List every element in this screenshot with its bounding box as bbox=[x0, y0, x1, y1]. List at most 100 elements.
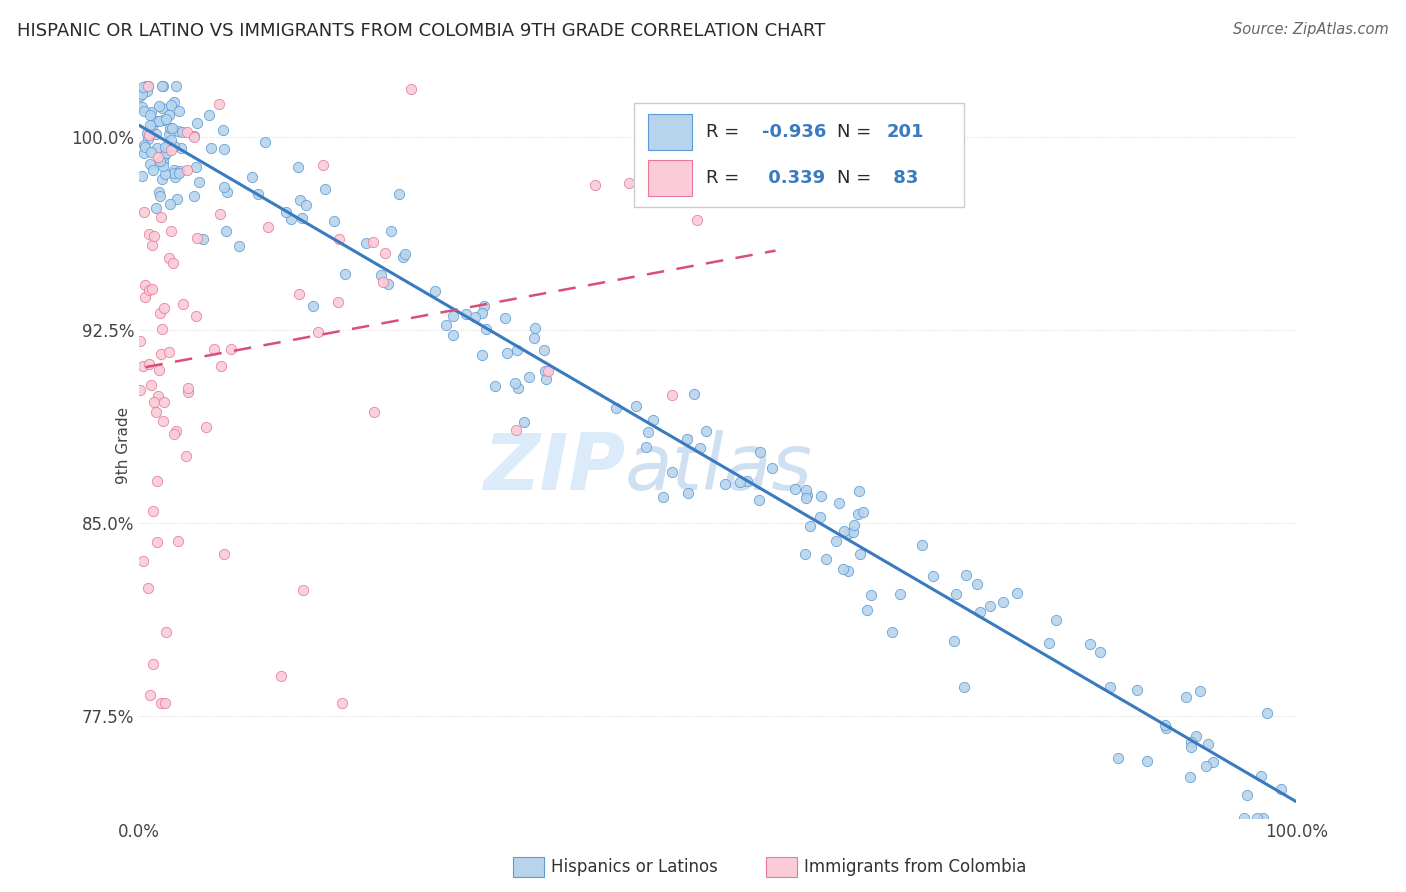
Point bbox=[889, 587, 911, 601]
Point bbox=[848, 484, 870, 499]
Point bbox=[1270, 782, 1292, 797]
Point bbox=[200, 141, 222, 155]
Point bbox=[153, 696, 176, 710]
Point bbox=[322, 214, 344, 228]
Point bbox=[254, 135, 277, 149]
FancyBboxPatch shape bbox=[634, 103, 965, 207]
Point bbox=[183, 130, 205, 145]
Point bbox=[748, 445, 770, 459]
Point bbox=[170, 141, 193, 155]
Point bbox=[149, 696, 172, 710]
Point bbox=[945, 587, 967, 601]
Point bbox=[150, 321, 173, 335]
Point bbox=[212, 123, 235, 137]
Point bbox=[149, 189, 172, 203]
Point bbox=[177, 381, 200, 395]
Point bbox=[134, 277, 156, 292]
Point bbox=[193, 232, 215, 246]
Point bbox=[302, 299, 325, 313]
Point bbox=[136, 78, 159, 93]
Point bbox=[846, 507, 869, 521]
Point bbox=[174, 449, 197, 463]
Point bbox=[464, 310, 486, 325]
Point bbox=[652, 491, 675, 505]
Point bbox=[643, 413, 665, 427]
Point bbox=[506, 343, 529, 358]
Point bbox=[373, 276, 395, 290]
Point bbox=[136, 132, 159, 146]
Point bbox=[328, 232, 350, 246]
Point bbox=[796, 487, 818, 501]
Point bbox=[142, 228, 165, 243]
Point bbox=[209, 207, 232, 221]
Point bbox=[132, 553, 155, 567]
Point bbox=[922, 569, 945, 583]
Point bbox=[425, 284, 447, 298]
Point bbox=[163, 166, 186, 180]
Point bbox=[966, 577, 988, 591]
Point bbox=[186, 116, 208, 130]
Point bbox=[484, 378, 506, 392]
Point bbox=[136, 84, 159, 98]
Point bbox=[524, 320, 547, 334]
Text: R =: R = bbox=[706, 169, 745, 187]
Point bbox=[136, 126, 159, 140]
Point bbox=[176, 125, 198, 139]
Point bbox=[799, 519, 821, 533]
Point bbox=[274, 205, 297, 219]
Point bbox=[198, 108, 221, 122]
Point bbox=[135, 78, 157, 93]
Point bbox=[134, 103, 156, 118]
Point bbox=[1202, 756, 1225, 770]
Point bbox=[856, 603, 879, 617]
Point bbox=[1233, 811, 1256, 825]
Point bbox=[969, 606, 991, 620]
Point bbox=[136, 582, 159, 596]
Point bbox=[138, 357, 160, 371]
Point bbox=[146, 474, 169, 488]
Point bbox=[287, 160, 309, 174]
Point bbox=[270, 669, 292, 683]
Point bbox=[370, 268, 392, 283]
Point bbox=[148, 99, 170, 113]
Point bbox=[689, 442, 711, 456]
Point bbox=[683, 387, 706, 401]
Point bbox=[150, 171, 173, 186]
Point bbox=[153, 140, 176, 154]
Point bbox=[131, 100, 153, 114]
Point bbox=[187, 175, 209, 189]
Point bbox=[1180, 740, 1202, 755]
Point bbox=[145, 535, 167, 549]
Point bbox=[814, 552, 837, 566]
Point bbox=[810, 489, 832, 503]
Point bbox=[145, 405, 167, 419]
Point bbox=[149, 154, 172, 169]
Point bbox=[307, 326, 329, 340]
Point bbox=[152, 113, 174, 128]
Point bbox=[441, 309, 464, 323]
Point bbox=[472, 299, 495, 313]
Text: 0.339: 0.339 bbox=[762, 169, 825, 187]
Point bbox=[212, 180, 235, 194]
Point bbox=[942, 634, 965, 648]
Point bbox=[148, 114, 170, 128]
Point bbox=[636, 440, 658, 454]
Point bbox=[139, 145, 162, 159]
Point bbox=[1256, 706, 1278, 720]
Point bbox=[441, 327, 464, 342]
Point bbox=[145, 114, 167, 128]
Point bbox=[172, 297, 194, 311]
Point bbox=[139, 688, 162, 702]
Point bbox=[1098, 680, 1121, 694]
Point bbox=[356, 235, 378, 250]
Point bbox=[911, 538, 934, 552]
Point bbox=[153, 168, 176, 182]
Point bbox=[979, 599, 1001, 613]
Point bbox=[134, 140, 156, 154]
Point bbox=[152, 78, 174, 93]
Point bbox=[157, 251, 180, 265]
Text: Source: ZipAtlas.com: Source: ZipAtlas.com bbox=[1233, 22, 1389, 37]
Point bbox=[793, 547, 815, 561]
Point bbox=[837, 564, 859, 578]
Point bbox=[1078, 637, 1101, 651]
